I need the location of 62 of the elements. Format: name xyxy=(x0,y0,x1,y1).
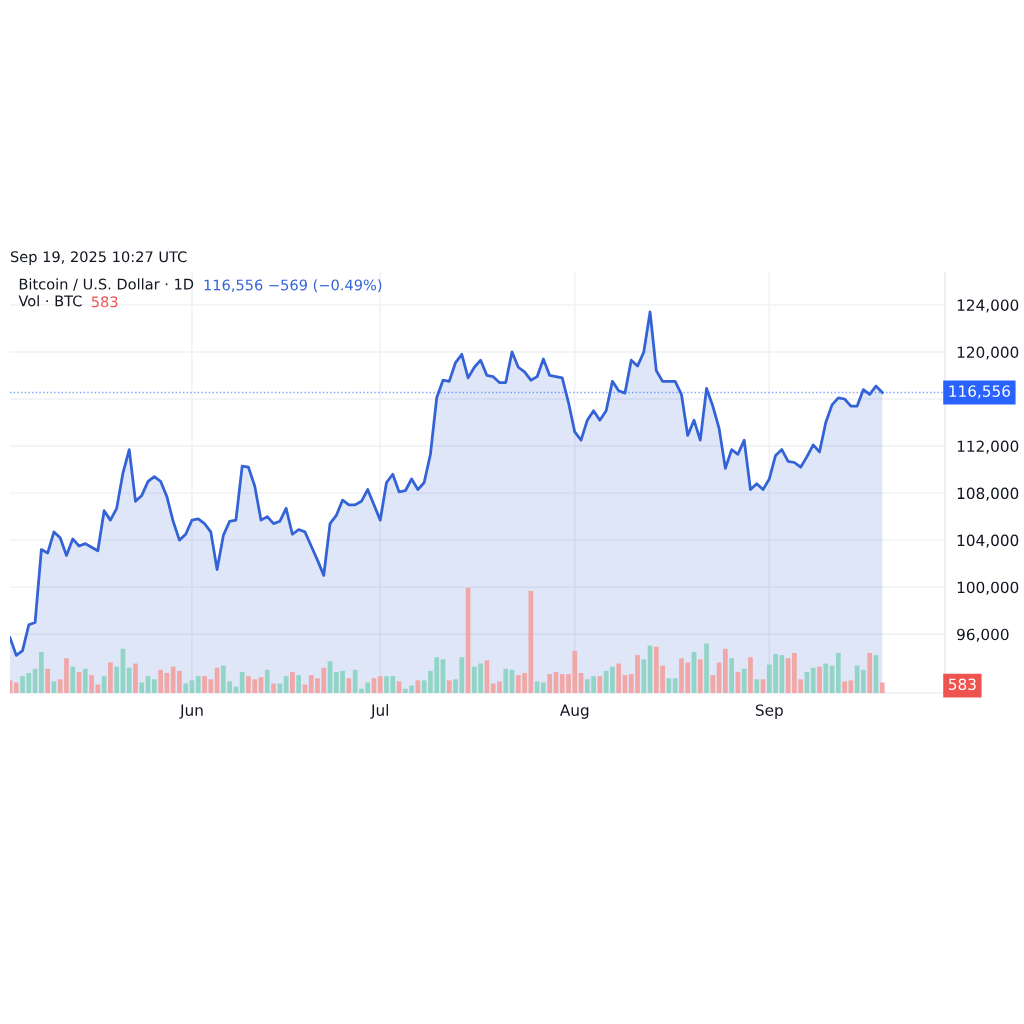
bar xyxy=(867,653,873,693)
bar xyxy=(835,653,841,693)
text: Sep 19, 2025 10:27 UTC xyxy=(10,251,187,266)
bar xyxy=(108,662,113,693)
bar xyxy=(704,643,709,693)
bar xyxy=(290,671,295,693)
bar xyxy=(45,668,50,693)
bar xyxy=(126,667,132,693)
bar xyxy=(503,668,509,693)
bar xyxy=(377,676,383,693)
ref-line-label: 116,556 xyxy=(949,385,1011,399)
x-tick-label: Jun xyxy=(179,704,203,719)
bar xyxy=(697,659,703,693)
y-tick-label: 112,000 xyxy=(957,440,1019,454)
bar xyxy=(114,666,120,693)
bar xyxy=(710,675,716,693)
bar xyxy=(139,682,145,693)
x-tick-label: Sep xyxy=(755,704,783,719)
bar xyxy=(446,680,452,693)
x-tick-label: Aug xyxy=(559,704,589,719)
bar xyxy=(133,663,138,693)
bar xyxy=(842,681,847,693)
bar xyxy=(810,667,816,693)
bar xyxy=(39,651,44,693)
bar xyxy=(748,657,753,693)
bar xyxy=(741,668,747,693)
bar xyxy=(13,682,19,693)
bar xyxy=(879,682,885,693)
bar xyxy=(723,648,728,693)
bar xyxy=(641,659,647,693)
bar xyxy=(82,668,88,693)
bar xyxy=(195,676,201,693)
text: 583 xyxy=(948,678,976,691)
bar xyxy=(296,675,302,693)
bar xyxy=(547,674,553,693)
y-tick-label: 96,000 xyxy=(957,628,1009,642)
annotation: 116,556 −569 (−0.49%) xyxy=(204,279,382,293)
chart-title: Bitcoin / U.S. Dollar · 1D xyxy=(19,278,194,291)
bar xyxy=(610,666,615,693)
bar xyxy=(823,663,829,693)
bar xyxy=(754,679,760,693)
y-tick-label: 104,000 xyxy=(957,534,1019,548)
y-tick-label: 120,000 xyxy=(957,346,1019,360)
y-tick-label: 108,000 xyxy=(957,487,1019,501)
bar xyxy=(271,683,276,693)
bar xyxy=(239,671,245,693)
bar xyxy=(277,683,283,693)
bar xyxy=(817,666,822,693)
y-tick-label: 124,000 xyxy=(957,299,1019,313)
bar xyxy=(729,658,734,693)
bar xyxy=(264,669,270,693)
bar xyxy=(158,669,163,693)
bar xyxy=(672,678,678,693)
annotation: 583 xyxy=(91,296,118,308)
bar xyxy=(151,679,157,693)
x-tick-label: Jul xyxy=(370,704,389,719)
bar xyxy=(541,682,546,693)
chart-title: Vol · BTC xyxy=(18,295,82,307)
bar xyxy=(616,663,622,693)
bar xyxy=(183,683,189,693)
y-tick-label: 100,000 xyxy=(957,581,1019,595)
bar xyxy=(70,666,76,693)
